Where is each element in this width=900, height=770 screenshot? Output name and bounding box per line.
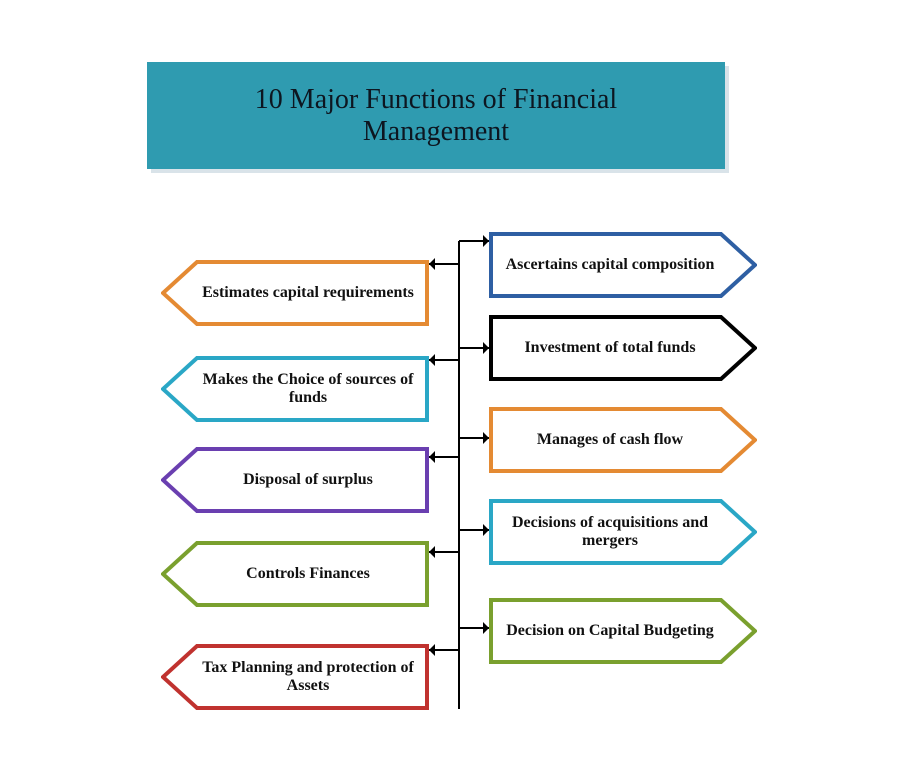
connector — [423, 642, 465, 658]
function-label: Ascertains capital composition — [499, 234, 721, 296]
function-label: Disposal of surplus — [197, 449, 419, 511]
connector — [453, 522, 495, 538]
connector — [453, 620, 495, 636]
connector — [423, 256, 465, 272]
connector — [423, 449, 465, 465]
connector — [453, 233, 495, 249]
function-label: Tax Planning and protection of Assets — [197, 646, 419, 708]
function-label: Decisions of acquisitions and mergers — [499, 501, 721, 563]
connector — [423, 352, 465, 368]
function-label: Makes the Choice of sources of funds — [197, 358, 419, 420]
connector — [453, 430, 495, 446]
function-label: Controls Finances — [197, 543, 419, 605]
function-label: Manages of cash flow — [499, 409, 721, 471]
function-label: Decision on Capital Budgeting — [499, 600, 721, 662]
function-label: Estimates capital requirements — [197, 262, 419, 324]
function-label: Investment of total funds — [499, 317, 721, 379]
connector — [423, 544, 465, 560]
